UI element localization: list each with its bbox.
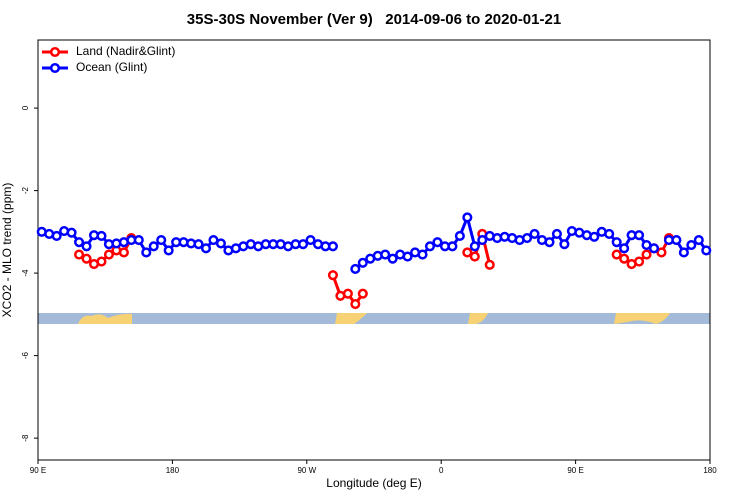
point: [163, 245, 174, 256]
land-strip: [614, 313, 670, 324]
point: [671, 235, 682, 246]
x-tick-label: 0: [439, 466, 444, 475]
point: [619, 253, 630, 264]
point: [380, 249, 391, 260]
point: [81, 241, 92, 252]
point: [619, 243, 630, 254]
point: [350, 298, 361, 310]
point: [350, 263, 361, 275]
point: [462, 247, 473, 258]
x-tick-label: 90 E: [30, 466, 46, 475]
x-tick-label: 180: [166, 466, 180, 475]
point: [193, 239, 204, 250]
land-strip: [335, 313, 367, 324]
point: [559, 239, 570, 250]
y-tick-label: -4: [21, 269, 30, 277]
surface-strip: [38, 313, 710, 324]
land-strip: [468, 313, 488, 324]
point: [611, 237, 622, 248]
point: [200, 243, 212, 254]
point: [686, 239, 697, 251]
point: [103, 249, 114, 260]
point: [133, 235, 144, 246]
point: [74, 249, 85, 260]
point: [701, 245, 712, 256]
point: [66, 227, 77, 238]
point: [529, 228, 540, 239]
land-strip: [78, 313, 132, 324]
point: [611, 249, 622, 260]
y-tick-label: 0: [21, 105, 30, 110]
point: [96, 230, 107, 242]
point: [544, 237, 555, 248]
point: [417, 249, 428, 260]
point: [156, 235, 167, 246]
point: [402, 251, 413, 262]
point: [656, 247, 667, 258]
y-axis-label: XCO2 - MLO trend (ppm): [0, 183, 14, 318]
x-axis-label: Longitude (deg E): [326, 476, 421, 490]
point: [327, 270, 338, 281]
point: [357, 257, 368, 268]
point: [484, 259, 495, 270]
point: [589, 231, 600, 242]
x-tick-label: 90 E: [567, 466, 583, 475]
point: [148, 241, 159, 252]
point: [648, 243, 660, 254]
point: [604, 228, 615, 239]
ocean-strip: [38, 313, 710, 324]
point: [96, 256, 107, 267]
legend-marker: [49, 62, 61, 74]
point: [51, 230, 62, 242]
point: [634, 256, 645, 267]
point: [141, 247, 152, 258]
y-tick-label: -6: [21, 352, 30, 360]
legend-label: Land (Nadir&Glint): [76, 44, 175, 58]
x-tick-label: 180: [703, 466, 717, 475]
point: [305, 235, 316, 246]
point: [387, 253, 398, 264]
plot-frame: [37, 39, 711, 461]
point: [469, 241, 480, 252]
point: [454, 230, 465, 242]
point: [215, 238, 226, 249]
point: [81, 253, 92, 264]
y-tick-label: -2: [21, 186, 30, 194]
point: [298, 239, 309, 250]
chart-title: 35S-30S November (Ver 9) 2014-09-06 to 2…: [187, 11, 561, 28]
point: [634, 230, 645, 241]
legend-label: Ocean (Glint): [76, 60, 147, 74]
point: [678, 247, 689, 258]
point: [74, 237, 85, 248]
y-tick-label: -8: [21, 434, 30, 442]
point: [693, 235, 704, 246]
point: [327, 241, 338, 252]
point: [522, 232, 533, 244]
point: [551, 228, 562, 239]
point: [469, 251, 480, 262]
point: [432, 237, 443, 248]
point: [357, 288, 368, 299]
point: [447, 241, 458, 252]
x-tick-label: 90 W: [297, 466, 316, 475]
point: [342, 288, 353, 299]
point: [477, 235, 488, 246]
point: [118, 247, 129, 258]
point: [641, 249, 652, 260]
point: [462, 212, 473, 223]
legend-marker: [49, 46, 61, 58]
point: [424, 241, 436, 252]
series-line: [78, 228, 671, 307]
